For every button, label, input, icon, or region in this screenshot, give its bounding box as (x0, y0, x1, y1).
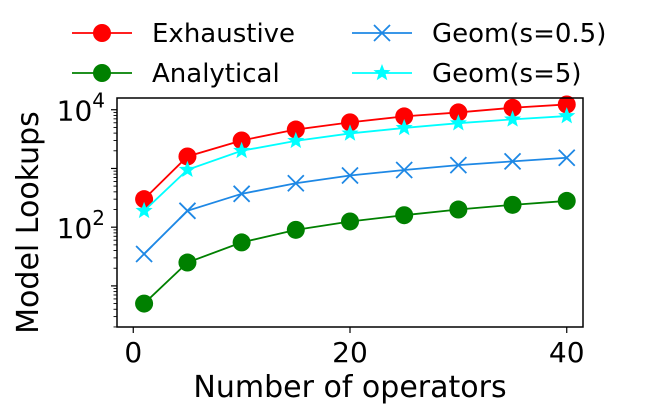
legend-marker (93, 64, 111, 82)
data-point (395, 206, 414, 225)
data-point (232, 185, 251, 203)
data-point (449, 114, 467, 131)
data-point (286, 120, 305, 139)
data-point (287, 131, 305, 149)
data-point (135, 294, 154, 313)
data-point (135, 201, 153, 219)
y-tick-label: 102 (57, 206, 105, 245)
series-0 (135, 95, 576, 209)
legend: Exhaustive Analytical Geom(s=0.5) Geom(s=5) (72, 19, 606, 89)
data-point (503, 152, 522, 171)
data-point (178, 202, 197, 220)
data-point (504, 110, 522, 127)
x-tick-label: 20 (332, 336, 368, 369)
y-axis: 102 104 (57, 89, 117, 328)
data-point (286, 220, 305, 239)
legend-item: Geom(s=5) (352, 59, 582, 89)
series-line (143, 115, 567, 212)
data-point (135, 245, 153, 263)
data-point (395, 118, 413, 136)
legend-marker (373, 24, 391, 42)
data-point (449, 200, 468, 219)
series-1 (135, 191, 576, 313)
data-point (503, 195, 522, 214)
legend-marker (93, 24, 111, 42)
data-point (135, 190, 154, 209)
data-point (341, 212, 359, 231)
x-tick-label: 40 (549, 336, 585, 369)
legend-marker (373, 64, 391, 81)
legend-label: Exhaustive (152, 19, 295, 49)
data-point (232, 233, 251, 252)
x-axis: 0 20 40 (124, 327, 585, 369)
data-point (558, 107, 576, 124)
y-tick-label: 104 (57, 89, 105, 128)
legend-label: Geom(s=5) (432, 59, 582, 89)
plot-area (135, 95, 576, 313)
data-point (395, 107, 414, 126)
series-3 (135, 107, 576, 219)
data-point (341, 113, 359, 132)
data-point (503, 98, 522, 117)
legend-item: Geom(s=0.5) (352, 19, 606, 49)
data-point (178, 160, 196, 178)
data-point (449, 156, 468, 174)
legend-item: Analytical (72, 59, 280, 89)
data-point (557, 95, 576, 114)
legend-label: Geom(s=0.5) (432, 19, 606, 49)
data-point (287, 174, 305, 192)
series-2 (135, 149, 576, 263)
legend-label: Analytical (152, 59, 280, 89)
legend-item: Exhaustive (72, 19, 295, 49)
data-point (558, 149, 576, 167)
data-point (341, 124, 359, 141)
data-point (178, 253, 197, 272)
x-tick-label: 0 (124, 336, 142, 369)
data-point (395, 161, 413, 179)
x-axis-label: Number of operators (193, 370, 506, 405)
data-point (178, 147, 197, 166)
data-point (233, 141, 251, 159)
data-point (232, 131, 251, 150)
data-point (557, 191, 576, 210)
y-axis-label: Model Lookups (11, 111, 46, 334)
data-point (449, 103, 468, 122)
data-point (341, 166, 359, 185)
